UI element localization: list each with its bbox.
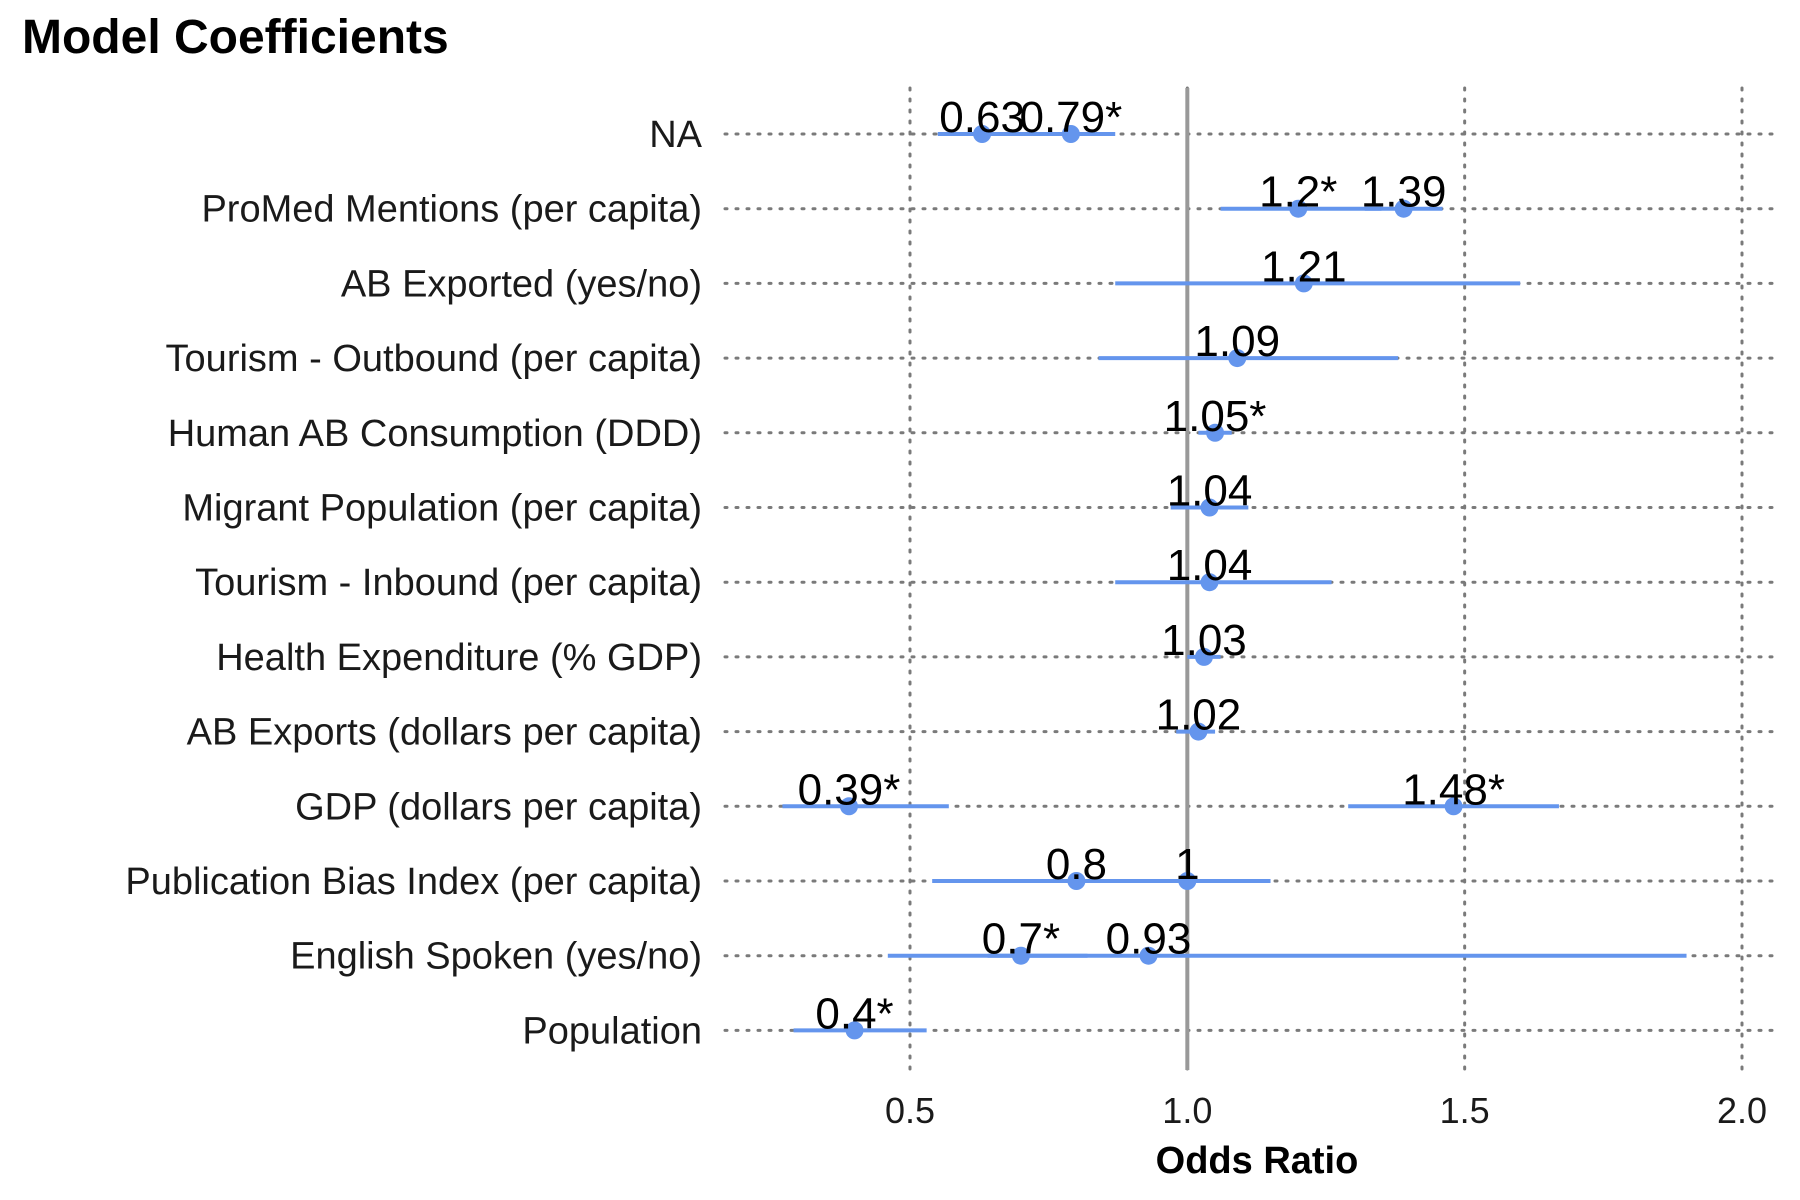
data-label: 0.8 [1046, 840, 1107, 889]
estimate-point [1294, 274, 1313, 293]
estimate-point [1228, 349, 1247, 368]
chart-title: Model Coefficients [22, 11, 449, 64]
data-label: 0.79* [1019, 93, 1122, 142]
estimate-point [973, 125, 992, 143]
data-label: 1.03 [1161, 616, 1247, 665]
data-label: 1.2* [1259, 168, 1337, 217]
data-label: 0.63 [939, 93, 1025, 142]
estimate-point [1200, 498, 1219, 517]
estimate-point [845, 1021, 864, 1040]
category-label: Health Expenditure (% GDP) [216, 637, 702, 679]
x-tick-label: 1.0 [1162, 1090, 1212, 1131]
category-label: Population [522, 1010, 702, 1052]
data-label: 1.04 [1167, 541, 1253, 590]
point-layer [839, 125, 1463, 1040]
estimate-point [1139, 946, 1158, 965]
x-tick-label: 1.5 [1440, 1090, 1490, 1131]
category-label: Tourism - Outbound (per capita) [166, 338, 702, 380]
estimate-point [1200, 573, 1219, 592]
estimate-point [1178, 872, 1197, 890]
x-axis-title: Odds Ratio [1156, 1140, 1359, 1182]
data-label: 1.48* [1402, 765, 1505, 814]
data-label: 0.4* [815, 989, 893, 1038]
estimate-point [1011, 946, 1030, 965]
estimate-point [839, 797, 858, 816]
estimate-point [1194, 647, 1213, 666]
estimate-point [1394, 199, 1413, 218]
estimate-point [1189, 722, 1208, 741]
data-label-layer: 0.630.79* 1.2* 1.39 1.21 1.09 1.05* 1.04 1.04 1.… [798, 93, 1505, 1038]
category-label: Publication Bias Index (per capita) [125, 861, 702, 903]
data-label: 1 [1175, 840, 1199, 889]
data-label: 0.7* [982, 915, 1060, 964]
category-label: Migrant Population (per capita) [182, 488, 702, 530]
data-label: 1.21 [1261, 242, 1347, 291]
data-label: 1.05* [1164, 392, 1267, 441]
estimate-point [1067, 872, 1086, 890]
x-tick-label: 0.5 [885, 1090, 935, 1131]
data-label: 1.39 [1361, 168, 1447, 217]
category-label: Human AB Consumption (DDD) [168, 413, 702, 455]
category-labels: NA ProMed Mentions (per capita) AB Exporte… [125, 114, 702, 1052]
category-label: GDP (dollars per capita) [295, 786, 702, 828]
category-label: ProMed Mentions (per capita) [201, 189, 702, 231]
data-label: 1.04 [1167, 467, 1253, 516]
data-label: 0.93 [1106, 915, 1192, 964]
category-label: Tourism - Inbound (per capita) [195, 562, 702, 604]
estimate-point [1061, 125, 1080, 143]
x-tick-labels: 0.5 1.0 1.5 2.0 [885, 1090, 1767, 1131]
estimate-point [1444, 797, 1463, 816]
category-label: AB Exported (yes/no) [341, 263, 702, 305]
estimate-point [1289, 199, 1308, 218]
category-label: English Spoken (yes/no) [290, 936, 702, 978]
category-label: NA [649, 114, 702, 156]
data-label: 1.02 [1156, 691, 1242, 740]
data-label: 1.09 [1194, 317, 1280, 366]
x-tick-label: 2.0 [1717, 1090, 1767, 1131]
data-label: 0.39* [798, 765, 901, 814]
estimate-point [1206, 423, 1225, 442]
category-label: AB Exports (dollars per capita) [187, 712, 702, 754]
